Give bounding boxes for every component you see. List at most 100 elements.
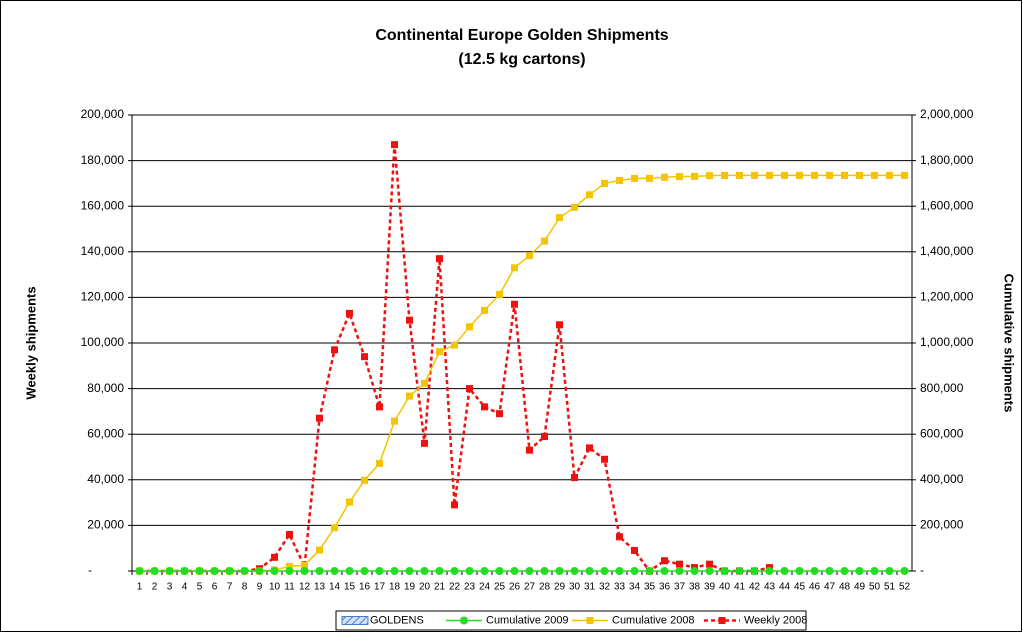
point — [346, 498, 353, 506]
x-tick-label: 25 — [494, 582, 506, 593]
point — [511, 264, 518, 272]
point — [691, 172, 698, 180]
point — [661, 557, 668, 565]
legend-box — [335, 610, 807, 631]
point — [616, 176, 623, 184]
x-tick-label: 12 — [299, 582, 311, 593]
point — [766, 171, 773, 179]
point — [810, 567, 819, 575]
y-tick-label: 60,000 — [87, 426, 124, 440]
point — [361, 476, 368, 484]
point — [406, 316, 413, 324]
point — [885, 567, 894, 575]
point — [736, 171, 743, 179]
x-tick-label: 45 — [794, 582, 806, 593]
point — [751, 171, 758, 179]
y2-tick-label: 400,000 — [920, 472, 964, 486]
x-tick-label: 40 — [719, 582, 731, 593]
point — [391, 141, 398, 149]
x-tick-label: 43 — [764, 582, 776, 593]
point — [301, 561, 308, 569]
point — [465, 567, 474, 575]
point — [585, 567, 594, 575]
point — [285, 567, 294, 575]
point — [796, 171, 803, 179]
x-tick-label: 28 — [539, 582, 551, 593]
x-tick-label: 41 — [734, 582, 746, 593]
x-tick-label: 37 — [674, 582, 686, 593]
y-tick-label: 160,000 — [81, 198, 125, 212]
x-tick-label: 31 — [584, 582, 596, 593]
point — [376, 459, 383, 467]
point — [871, 171, 878, 179]
x-tick-label: 46 — [809, 582, 821, 593]
point — [330, 567, 339, 575]
point — [331, 524, 338, 532]
point — [781, 171, 788, 179]
point — [616, 533, 623, 541]
x-tick-label: 52 — [899, 582, 911, 593]
point — [481, 306, 488, 314]
point — [856, 171, 863, 179]
point — [660, 567, 669, 575]
point — [570, 567, 579, 575]
x-tick-label: 38 — [689, 582, 701, 593]
x-tick-label: 3 — [167, 582, 173, 593]
x-tick-label: 30 — [569, 582, 581, 593]
point — [540, 567, 549, 575]
legend-swatch — [341, 616, 369, 625]
x-tick-label: 18 — [389, 582, 401, 593]
point — [180, 567, 189, 575]
y2-tick-label: 1,600,000 — [920, 198, 974, 212]
point — [466, 385, 473, 393]
point — [526, 252, 533, 260]
point — [795, 567, 804, 575]
point — [271, 553, 278, 561]
x-tick-label: 35 — [644, 582, 656, 593]
point — [615, 567, 624, 575]
point — [541, 237, 548, 245]
point — [346, 309, 353, 317]
point — [300, 567, 309, 575]
point — [870, 567, 879, 575]
x-tick-label: 20 — [419, 582, 431, 593]
x-tick-label: 22 — [449, 582, 461, 593]
point — [451, 501, 458, 509]
point — [586, 191, 593, 199]
x-tick-label: 33 — [614, 582, 626, 593]
point — [601, 455, 608, 463]
point — [630, 567, 639, 575]
x-tick-label: 9 — [257, 582, 263, 593]
x-tick-label: 26 — [509, 582, 521, 593]
y-tick-label: 40,000 — [87, 472, 124, 486]
point — [840, 567, 849, 575]
point — [225, 567, 234, 575]
x-tick-label: 15 — [344, 582, 356, 593]
point — [375, 567, 384, 575]
y-tick-label: 180,000 — [81, 153, 125, 167]
point — [421, 439, 428, 447]
point — [436, 255, 443, 263]
x-tick-label: 50 — [869, 582, 881, 593]
point — [286, 562, 293, 570]
point — [391, 417, 398, 425]
x-tick-label: 49 — [854, 582, 866, 593]
y2-tick-label: 600,000 — [920, 426, 964, 440]
x-tick-label: 34 — [629, 582, 641, 593]
x-tick-label: 27 — [524, 582, 536, 593]
y-axis-label: Weekly shipments — [23, 286, 38, 399]
legend-marker — [586, 617, 594, 624]
point — [811, 171, 818, 179]
legend-label: Cumulative 2008 — [612, 614, 695, 626]
y-tick-label: 100,000 — [81, 335, 125, 349]
point — [496, 290, 503, 298]
point — [135, 567, 144, 575]
point — [376, 403, 383, 411]
point — [735, 567, 744, 575]
point — [420, 567, 429, 575]
point — [405, 567, 414, 575]
point — [526, 446, 533, 454]
point — [436, 348, 443, 356]
y2-tick-label: 200,000 — [920, 518, 964, 532]
